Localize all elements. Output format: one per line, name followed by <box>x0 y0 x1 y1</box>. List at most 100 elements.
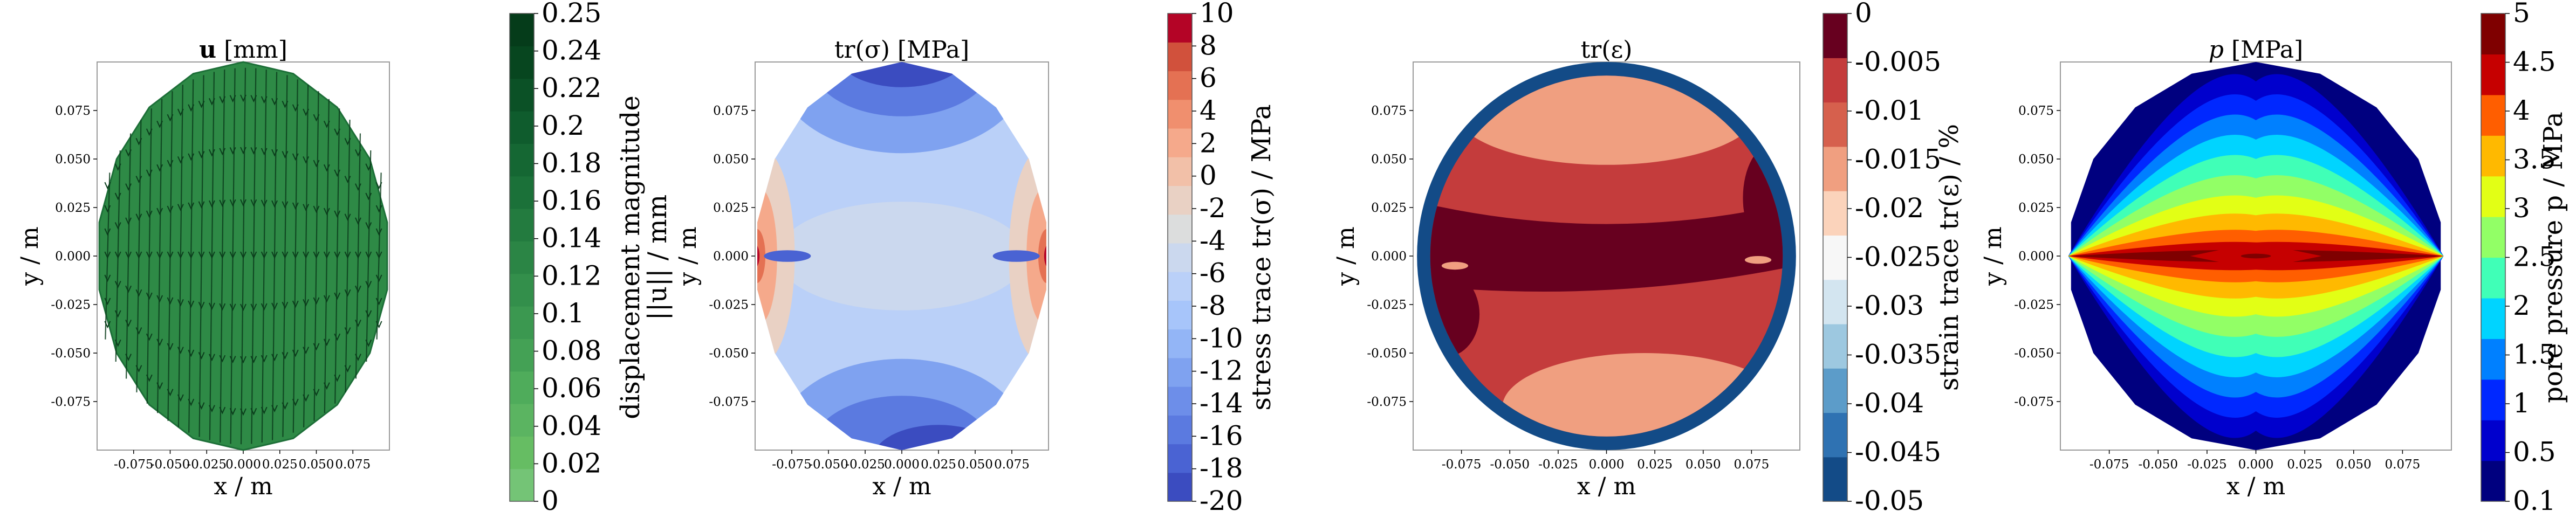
displacement-arrow <box>188 300 195 308</box>
colorbar-tick-label: 2 <box>1200 127 1217 158</box>
displacement-arrow <box>355 217 361 225</box>
displacement-streamline <box>261 70 267 443</box>
colorbar-tick-label: -20 <box>1200 485 1243 516</box>
displacement-arrow <box>303 156 310 164</box>
displacement-arrow <box>282 402 289 410</box>
displacement-arrow <box>104 205 111 213</box>
x-tick-label: -0.025 <box>845 458 885 472</box>
displacement-arrow <box>177 347 184 355</box>
displacement-arrow <box>135 289 142 297</box>
y-tick-label: -0.050 <box>709 347 749 361</box>
displacement-arrow <box>135 365 142 373</box>
displacement-arrow <box>114 222 121 230</box>
displacement-arrow <box>313 160 320 168</box>
displacement-arrow <box>198 201 205 209</box>
colorbar-tick-label: -0.005 <box>1855 46 1941 78</box>
stress-band <box>764 250 811 262</box>
colorbar-band <box>2481 298 2505 339</box>
x-tick-label: 0.000 <box>225 458 261 472</box>
x-tick-label: -0.075 <box>2089 458 2129 472</box>
colorbar-tick-label: 1 <box>2513 388 2530 419</box>
displacement-arrow <box>282 352 289 360</box>
displacement-arrow <box>135 137 142 146</box>
colorbar-tick-label: -0.03 <box>1855 290 1924 321</box>
displacement-arrow <box>344 251 351 259</box>
displacement-arrow <box>104 298 111 306</box>
displacement-arrow <box>292 251 299 259</box>
colorbar-label: ||u|| / mm <box>642 195 673 320</box>
displacement-arrow <box>303 251 310 259</box>
displacement-arrow <box>355 183 361 191</box>
colorbar-frame <box>1167 13 1193 502</box>
y-tick-label: -0.050 <box>51 347 91 361</box>
displacement-arrow <box>240 94 246 102</box>
displacement-arrow <box>135 327 142 335</box>
displacement-arrow <box>156 295 163 303</box>
displacement-streamline <box>345 120 351 392</box>
displacement-arrow <box>334 128 341 136</box>
displacement-arrow <box>355 319 361 327</box>
displacement-arrow <box>209 251 215 259</box>
colorbar-tick-label: -16 <box>1200 420 1243 451</box>
colorbar-band <box>510 339 534 372</box>
x-tick-label: 0.025 <box>262 458 298 472</box>
displacement-arrow <box>156 382 163 390</box>
displacement-arrow <box>198 100 205 108</box>
displacement-arrow <box>219 355 226 363</box>
displacement-streamline <box>105 172 111 340</box>
displacement-arrow <box>303 108 310 116</box>
x-tick-label: -0.025 <box>2187 458 2227 472</box>
displacement-streamline <box>292 79 298 433</box>
displacement-arrow <box>240 303 246 312</box>
displacement-streamline <box>198 75 204 437</box>
displacement-arrow <box>198 251 205 259</box>
x-tick-label: 0.050 <box>957 458 993 472</box>
colorbar-band <box>1168 300 1192 330</box>
displacement-arrow <box>250 303 257 312</box>
colorbar-tick-label: -6 <box>1200 258 1226 289</box>
displacement-streamline <box>188 79 194 433</box>
displacement-arrow <box>261 303 268 311</box>
displacement-streamline <box>136 120 142 392</box>
colorbar-tick-label: -0.05 <box>1855 485 1924 516</box>
colorbar-tick-label: 0.2 <box>542 110 585 141</box>
colorbar-band <box>1168 272 1192 301</box>
displacement-arrow <box>334 374 341 382</box>
x-axis-label: x / m <box>214 473 272 500</box>
colorbar-band <box>2481 176 2505 217</box>
displacement-arrow <box>344 365 351 373</box>
displacement-arrow <box>365 222 372 230</box>
displacement-arrow <box>355 149 361 157</box>
displacement-arrow <box>177 394 184 402</box>
displacement-arrow <box>177 108 184 116</box>
displacement-arrow <box>261 251 268 259</box>
colorbar-band <box>2481 379 2505 420</box>
displacement-arrow <box>344 176 351 183</box>
y-tick-label: -0.025 <box>51 298 91 312</box>
colorbar-band <box>510 46 534 79</box>
y-tick-label: 0.025 <box>2018 201 2054 215</box>
displacement-arrow <box>344 327 351 335</box>
displacement-arrow <box>198 151 205 158</box>
displacement-arrow <box>334 333 341 341</box>
displacement-arrow <box>375 182 382 190</box>
displacement-arrow <box>229 303 236 312</box>
displacement-arrow <box>365 339 372 347</box>
displacement-arrow <box>240 147 246 155</box>
displacement-arrow <box>177 204 184 212</box>
displacement-arrow <box>240 251 246 259</box>
colorbar-tick-label: 0.22 <box>542 72 601 103</box>
x-tick-label: -0.075 <box>114 458 154 472</box>
displacement-arrow <box>365 251 372 259</box>
displacement-arrow <box>240 356 246 364</box>
displacement-arrow <box>146 374 153 382</box>
displacement-streamline <box>313 91 319 421</box>
displacement-arrow <box>156 208 163 216</box>
colorbar-band <box>510 143 534 177</box>
strain-field <box>1430 75 1783 437</box>
stress-band <box>811 62 993 116</box>
x-axis-label: x / m <box>872 473 931 500</box>
displacement-arrow <box>146 251 153 259</box>
colorbar-tick-label: 0.5 <box>2513 437 2556 468</box>
